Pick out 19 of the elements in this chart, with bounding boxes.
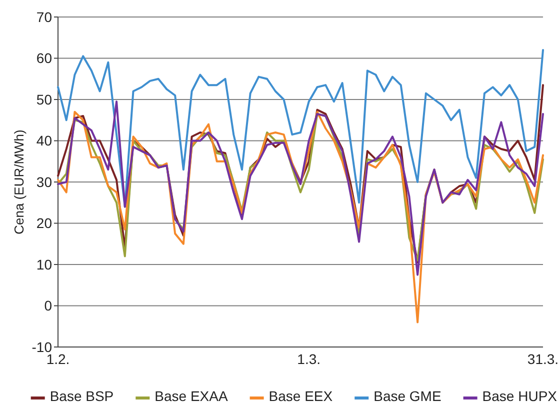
y-tick-label: 40	[36, 132, 52, 149]
legend-label: Base BSP	[50, 388, 114, 404]
x-tick-label: 1.3.	[297, 351, 321, 367]
line-series	[57, 100, 544, 276]
x-tick-label: 31.3.	[527, 351, 559, 367]
y-axis-title: Cena (EUR/MWh)	[12, 130, 27, 234]
y-tick-label: 30	[36, 174, 52, 190]
legend-label: Base EXAA	[154, 388, 228, 404]
line-series	[57, 110, 544, 324]
y-tick-label: 70	[36, 8, 52, 25]
legend-label: Base HUPX	[482, 388, 558, 404]
y-tick-label: 20	[36, 215, 52, 232]
line-series	[57, 49, 544, 208]
legend-label: Base EEX	[268, 388, 334, 404]
y-tick-label: 10	[36, 256, 52, 272]
y-tick-label: 60	[36, 50, 52, 66]
legend-label: Base GME	[374, 388, 442, 404]
y-tick-label: 0	[44, 298, 52, 314]
y-tick-label: 50	[36, 91, 52, 108]
